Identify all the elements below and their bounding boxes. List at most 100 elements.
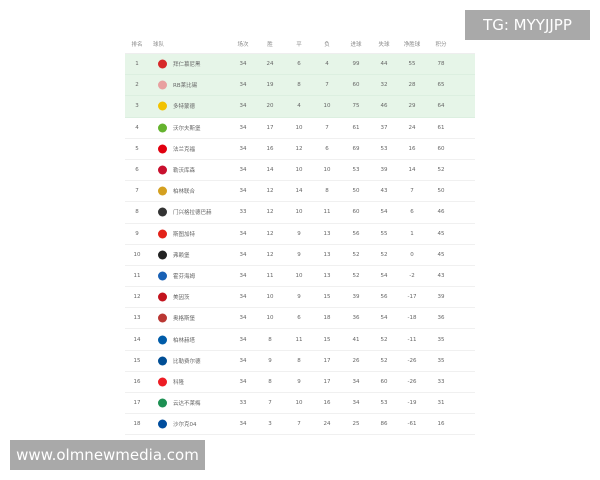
cell-drawn: 8 (297, 82, 301, 89)
cell-goals-for: 36 (352, 315, 360, 322)
table-row[interactable]: 8 33 12 10 11 60 54 6 46 门兴格拉德巴赫 (125, 202, 475, 224)
cell-won: 20 (266, 103, 274, 110)
cell-lost: 13 (323, 272, 331, 279)
table-row[interactable]: 17 33 7 10 16 34 53 -19 31 云达不莱梅 (125, 393, 475, 415)
cell-drawn: 9 (297, 294, 301, 301)
cell-won: 3 (268, 421, 272, 428)
cell-team: 沙尔克04 (173, 422, 197, 429)
cell-rank: 15 (133, 357, 141, 364)
cell-played: 34 (239, 251, 247, 258)
cell-goals-for: 52 (352, 251, 360, 258)
cell-points: 35 (437, 357, 445, 364)
cell-rank: 11 (133, 272, 141, 279)
cell-team: 法兰克福 (173, 146, 196, 153)
cell-goal-diff: -2 (409, 272, 415, 279)
cell-goals-for: 53 (352, 167, 360, 174)
cell-goals-for: 60 (352, 82, 360, 89)
cell-lost: 4 (325, 61, 329, 68)
cell-played: 33 (239, 400, 247, 407)
team-logo-icon (158, 250, 167, 260)
cell-won: 19 (266, 82, 274, 89)
cell-won: 12 (266, 188, 274, 195)
cell-drawn: 11 (295, 336, 303, 343)
cell-goals-against: 56 (380, 294, 388, 301)
cell-goals-against: 54 (380, 272, 388, 279)
cell-lost: 7 (325, 82, 329, 89)
cell-goals-for: 39 (352, 294, 360, 301)
team-logo-icon (158, 335, 167, 345)
cell-goals-against: 39 (380, 167, 388, 174)
table-row[interactable]: 14 34 8 11 15 41 52 -11 35 柏林赫塔 (125, 329, 475, 351)
cell-goals-for: 75 (352, 103, 360, 110)
header-lost: 负 (324, 41, 330, 48)
cell-lost: 10 (323, 167, 331, 174)
cell-points: 64 (437, 103, 445, 110)
cell-won: 10 (266, 315, 274, 322)
team-logo-icon (158, 313, 167, 323)
table-row[interactable]: 3 34 20 4 10 75 46 29 64 多特蒙德 (125, 96, 475, 118)
cell-drawn: 6 (297, 61, 301, 68)
cell-goals-against: 54 (380, 315, 388, 322)
cell-team: 勒沃库森 (173, 168, 196, 175)
cell-won: 24 (266, 61, 274, 68)
cell-played: 34 (239, 188, 247, 195)
cell-rank: 13 (133, 315, 141, 322)
cell-rank: 16 (133, 378, 141, 385)
cell-points: 36 (437, 315, 445, 322)
cell-goal-diff: -26 (407, 378, 417, 385)
header-won: 胜 (267, 41, 273, 48)
header-points: 积分 (435, 41, 447, 48)
cell-drawn: 10 (295, 124, 303, 131)
cell-points: 78 (437, 61, 445, 68)
table-row[interactable]: 11 34 11 10 13 52 54 -2 43 霍芬海姆 (125, 266, 475, 288)
cell-rank: 10 (133, 251, 141, 258)
table-row[interactable]: 10 34 12 9 13 52 52 0 45 弗赖堡 (125, 245, 475, 266)
table-row[interactable]: 15 34 9 8 17 26 52 -26 35 比勒费尔德 (125, 351, 475, 372)
cell-points: 35 (437, 336, 445, 343)
cell-goal-diff: 24 (408, 124, 416, 131)
table-row[interactable]: 1 34 24 6 4 99 44 55 78 拜仁慕尼黑 (125, 54, 475, 76)
cell-team: 美因茨 (173, 295, 190, 302)
cell-played: 34 (239, 61, 247, 68)
header-goals-for: 进球 (350, 41, 362, 48)
cell-drawn: 10 (295, 400, 303, 407)
cell-goals-against: 44 (380, 61, 388, 68)
cell-goals-against: 53 (380, 400, 388, 407)
cell-team: 云达不莱梅 (173, 401, 201, 408)
cell-points: 65 (437, 82, 445, 89)
cell-goals-against: 32 (380, 82, 388, 89)
table-row[interactable]: 5 34 16 12 6 69 53 16 60 法兰克福 (125, 139, 475, 160)
cell-goal-diff: -17 (407, 294, 417, 301)
table-row[interactable]: 2 34 19 8 7 60 32 28 65 RB莱比锡 (125, 75, 475, 97)
cell-drawn: 6 (297, 315, 301, 322)
cell-goals-for: 34 (352, 378, 360, 385)
table-row[interactable]: 7 34 12 14 8 50 43 7 50 柏林联合 (125, 181, 475, 203)
cell-drawn: 9 (297, 251, 301, 258)
table-row[interactable]: 12 34 10 9 15 39 56 -17 39 美因茨 (125, 287, 475, 309)
cell-points: 39 (437, 294, 445, 301)
table-row[interactable]: 16 34 8 9 17 34 60 -26 33 科隆 (125, 372, 475, 393)
cell-lost: 7 (325, 124, 329, 131)
table-row[interactable]: 18 34 3 7 24 25 86 -61 16 沙尔克04 (125, 414, 475, 436)
cell-goals-against: 55 (380, 230, 388, 237)
cell-goals-against: 54 (380, 209, 388, 216)
table-row[interactable]: 9 34 12 9 13 56 55 1 45 斯图加特 (125, 224, 475, 245)
cell-goals-against: 46 (380, 103, 388, 110)
table-row[interactable]: 4 34 17 10 7 61 37 24 61 沃尔夫斯堡 (125, 118, 475, 139)
cell-drawn: 8 (297, 357, 301, 364)
cell-played: 34 (239, 272, 247, 279)
table-row[interactable]: 6 34 14 10 10 53 39 14 52 勒沃库森 (125, 160, 475, 182)
cell-lost: 17 (323, 378, 331, 385)
table-row[interactable]: 13 34 10 6 18 36 54 -18 36 奥格斯堡 (125, 308, 475, 330)
cell-lost: 15 (323, 336, 331, 343)
cell-points: 61 (437, 124, 445, 131)
cell-points: 45 (437, 230, 445, 237)
cell-team: 门兴格拉德巴赫 (173, 210, 212, 217)
cell-lost: 18 (323, 315, 331, 322)
cell-lost: 10 (323, 103, 331, 110)
cell-points: 43 (437, 272, 445, 279)
cell-goal-diff: 7 (410, 188, 414, 195)
cell-won: 10 (266, 294, 274, 301)
cell-drawn: 12 (295, 145, 303, 152)
cell-rank: 14 (133, 336, 141, 343)
